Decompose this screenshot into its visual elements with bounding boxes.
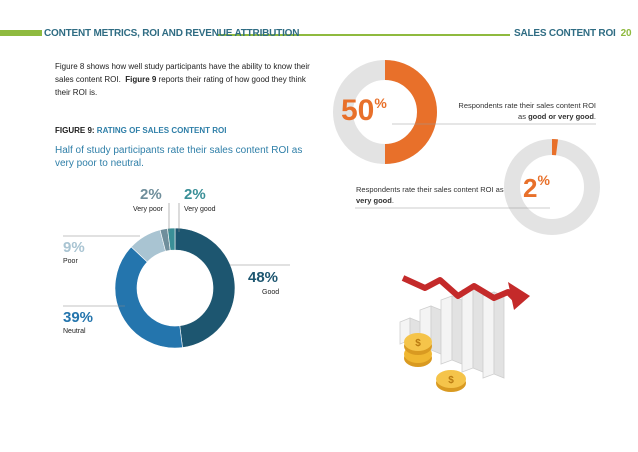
intro-paragraph: Figure 8 shows how well study participan… (55, 60, 320, 99)
declining-bar-chart-with-coins-icon: $ $ (399, 275, 530, 392)
callout-text-1: Respondents rate their sales content ROI… (456, 100, 596, 122)
intro-part2: reports their rating of how good they th… (55, 75, 306, 97)
donut-slice-neutral (114, 246, 183, 349)
callout-text-2-bold: very good (356, 196, 392, 205)
header-right-title: SALES CONTENT ROI (514, 28, 616, 39)
header-section-title: CONTENT METRICS, ROI AND REVENUE ATTRIBU… (44, 28, 300, 39)
callout-text-1-post: . (593, 112, 596, 121)
value-label-neutral: 39% (63, 309, 94, 326)
category-label-neutral: Neutral (63, 328, 86, 335)
callout-ring-50 (333, 60, 437, 164)
figure-title: FIGURE 9: RATING OF SALES CONTENT ROI (55, 126, 226, 135)
category-label-good: Good (262, 289, 280, 296)
callout-value-50-suffix: % (374, 95, 387, 111)
ring50-fill (384, 60, 437, 164)
callout-value-50-number: 50 (341, 94, 375, 127)
callout-value-2-suffix: % (537, 172, 550, 188)
category-label-very-poor: Very poor (133, 206, 163, 213)
category-label-very-good: Very good (184, 206, 216, 213)
category-label-poor: Poor (63, 258, 78, 265)
svg-text:$: $ (448, 375, 454, 386)
header-page-label: SALES CONTENT ROI 20 (514, 28, 632, 39)
donut-slice-good (174, 227, 236, 348)
callout-value-2-number: 2 (523, 173, 538, 203)
callout-text-2: Respondents rate their sales content ROI… (356, 184, 506, 206)
header-accent-bar-right (218, 34, 510, 36)
intro-bold: Figure 9 (125, 75, 157, 84)
svg-text:$: $ (415, 338, 421, 349)
callout-text-1-bold: good or very good (528, 112, 594, 121)
callout-value-2: 2% (523, 172, 550, 204)
value-label-very-poor: 2% (140, 186, 162, 203)
figure-label: FIGURE 9: (55, 126, 95, 135)
value-label-poor: 9% (63, 239, 85, 256)
intro-part1: Figure 8 shows how well study participan… (55, 62, 310, 84)
callout-ring-2 (504, 138, 600, 235)
callout-text-2-post: . (391, 196, 394, 205)
callout-text-2-pre: Respondents rate their sales content ROI… (356, 185, 504, 194)
header-accent-bar-left (0, 30, 42, 36)
figure-subtitle: Half of study participants rate their sa… (55, 145, 303, 169)
callout-text-1-pre: Respondents rate their sales content ROI… (458, 101, 596, 121)
donut-slice-very-good (167, 227, 176, 251)
figure-title-text: RATING OF SALES CONTENT ROI (96, 126, 227, 135)
value-label-very-good: 2% (184, 186, 206, 203)
page-number: 20 (620, 28, 632, 39)
callout-value-50: 50% (341, 94, 387, 128)
leader-lines (63, 203, 290, 307)
value-label-good: 48% (248, 269, 279, 286)
